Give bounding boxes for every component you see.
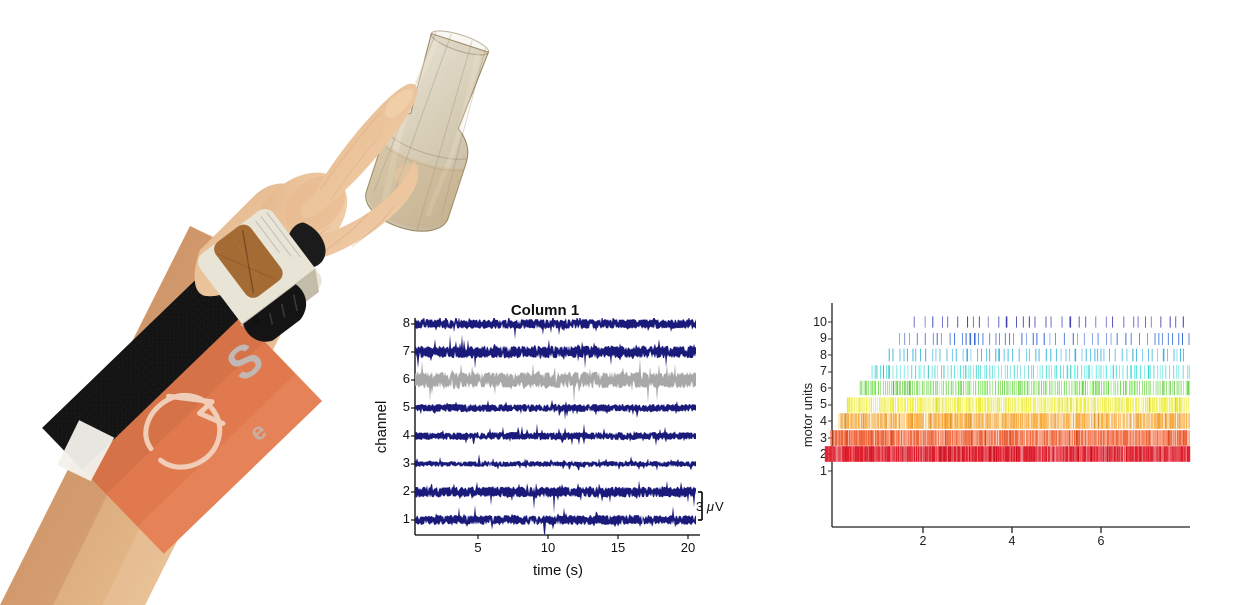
svg-text:4: 4 <box>403 427 410 442</box>
svg-text:channel: channel <box>373 401 390 454</box>
svg-text:5: 5 <box>820 397 827 411</box>
svg-text:1: 1 <box>403 511 410 526</box>
svg-text:6: 6 <box>403 371 410 386</box>
svg-text:10: 10 <box>813 315 827 329</box>
svg-text:7: 7 <box>820 364 827 378</box>
svg-text:3: 3 <box>820 431 827 445</box>
svg-text:motor units: motor units <box>800 382 815 447</box>
svg-text:time (s): time (s) <box>533 562 583 579</box>
svg-text:4: 4 <box>820 414 827 428</box>
svg-text:3 μV: 3 μV <box>696 499 724 514</box>
svg-text:2: 2 <box>920 534 927 548</box>
svg-text:6: 6 <box>1098 534 1105 548</box>
svg-text:5: 5 <box>403 399 410 414</box>
svg-text:2: 2 <box>403 483 410 498</box>
svg-text:10: 10 <box>541 540 555 555</box>
svg-text:Column 1: Column 1 <box>511 302 579 319</box>
svg-text:20: 20 <box>681 540 695 555</box>
svg-text:1: 1 <box>820 464 827 478</box>
svg-text:15: 15 <box>611 540 625 555</box>
svg-text:8: 8 <box>820 348 827 362</box>
svg-text:9: 9 <box>820 331 827 345</box>
svg-text:4: 4 <box>1009 534 1016 548</box>
svg-text:5: 5 <box>474 540 481 555</box>
svg-text:7: 7 <box>403 343 410 358</box>
svg-text:8: 8 <box>403 315 410 330</box>
svg-text:3: 3 <box>403 455 410 470</box>
svg-text:6: 6 <box>820 381 827 395</box>
